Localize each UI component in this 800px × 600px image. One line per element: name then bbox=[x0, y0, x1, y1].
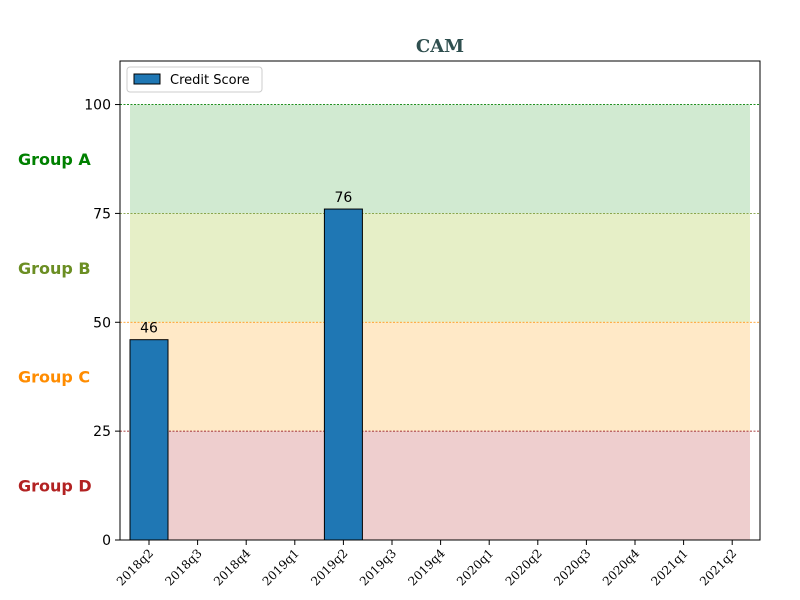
y-tick-label: 0 bbox=[102, 533, 111, 549]
x-tick-label: 2019q3 bbox=[357, 546, 399, 588]
x-tick-label: 2018q3 bbox=[162, 546, 204, 588]
x-tick-label: 2021q2 bbox=[697, 546, 739, 588]
group-label: Group B bbox=[18, 259, 91, 278]
y-tick-label: 75 bbox=[93, 206, 111, 222]
group-label: Group D bbox=[18, 477, 92, 496]
data-label: 76 bbox=[334, 190, 352, 206]
band-layer: Group A Group B Group C Group D bbox=[18, 61, 760, 540]
bar bbox=[129, 339, 169, 541]
band-group-b bbox=[130, 213, 750, 323]
legend-box bbox=[126, 66, 263, 93]
y-tick-label: 100 bbox=[84, 98, 111, 114]
x-tick-label: 2020q2 bbox=[503, 546, 545, 588]
data-label: 46 bbox=[140, 321, 158, 337]
band-group-c bbox=[130, 322, 750, 432]
band-group-a bbox=[130, 104, 750, 214]
x-tick-label: 2021q1 bbox=[648, 546, 690, 588]
band-group-d bbox=[130, 431, 750, 540]
legend-swatch bbox=[133, 73, 161, 85]
y-tick-label: 50 bbox=[93, 315, 111, 331]
chart-title: CAM bbox=[416, 36, 464, 57]
group-label: Group A bbox=[18, 150, 91, 169]
x-tick-label: 2019q2 bbox=[308, 546, 350, 588]
legend: Credit Score bbox=[126, 66, 263, 93]
bar bbox=[323, 208, 363, 541]
plot-frame bbox=[119, 60, 761, 541]
group-label: Group C bbox=[18, 368, 90, 387]
x-tick-label: 2018q2 bbox=[114, 546, 156, 588]
x-tick-label: 2020q4 bbox=[600, 546, 643, 589]
x-tick-label: 2020q1 bbox=[454, 546, 496, 588]
x-tick-label: 2020q3 bbox=[551, 546, 593, 588]
x-tick-label: 2019q1 bbox=[260, 546, 302, 588]
y-tick-label: 25 bbox=[93, 424, 111, 440]
x-tick-label: 2019q4 bbox=[405, 546, 448, 589]
legend-label: Credit Score bbox=[170, 73, 250, 88]
plot-background bbox=[120, 61, 760, 540]
x-tick-label: 2018q4 bbox=[211, 546, 254, 589]
